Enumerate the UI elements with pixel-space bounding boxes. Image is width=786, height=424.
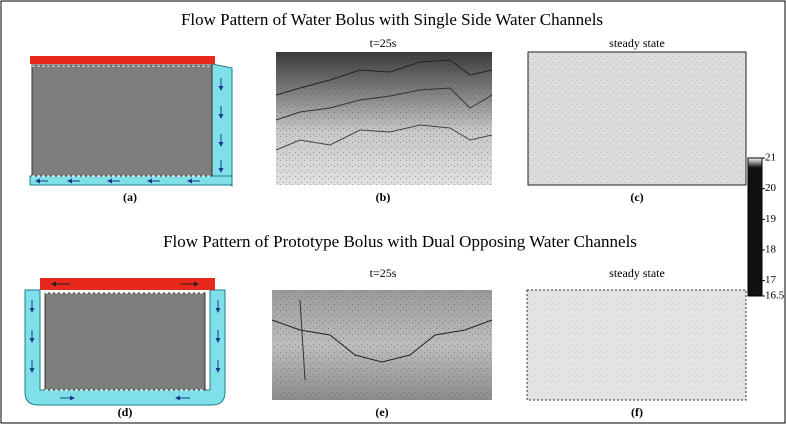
diagram-d xyxy=(24,278,226,406)
panel-label: (f) xyxy=(631,405,643,419)
colorbar-tick-label: 16.5 xyxy=(765,290,785,302)
colorbar-tick-label: 20 xyxy=(765,182,777,194)
panel-label: (d) xyxy=(118,405,133,419)
colorbar-tick-label: 21 xyxy=(765,152,776,164)
image-c xyxy=(527,51,747,186)
panel-label: (e) xyxy=(375,405,388,419)
image-e xyxy=(271,290,493,400)
panel-subtitle: t=25s xyxy=(370,36,397,50)
colorbar-tick-label: 17 xyxy=(765,274,777,286)
image-b xyxy=(275,52,493,185)
panel-subtitle: t=25s xyxy=(370,266,397,280)
panel-label: (b) xyxy=(376,190,391,204)
panel-label: (c) xyxy=(630,190,643,204)
colorbar-tick-label: 18 xyxy=(765,244,777,256)
panel-label: (a) xyxy=(123,190,137,204)
image-f xyxy=(526,289,747,401)
panel-subtitle: steady state xyxy=(609,36,665,50)
panel-subtitle: steady state xyxy=(609,266,665,280)
diagram-a xyxy=(29,56,233,187)
row-title: Flow Pattern of Water Bolus with Single … xyxy=(181,10,603,29)
colorbar xyxy=(747,157,763,297)
row-title: Flow Pattern of Prototype Bolus with Dua… xyxy=(163,232,637,251)
colorbar-tick-label: 19 xyxy=(765,213,777,225)
